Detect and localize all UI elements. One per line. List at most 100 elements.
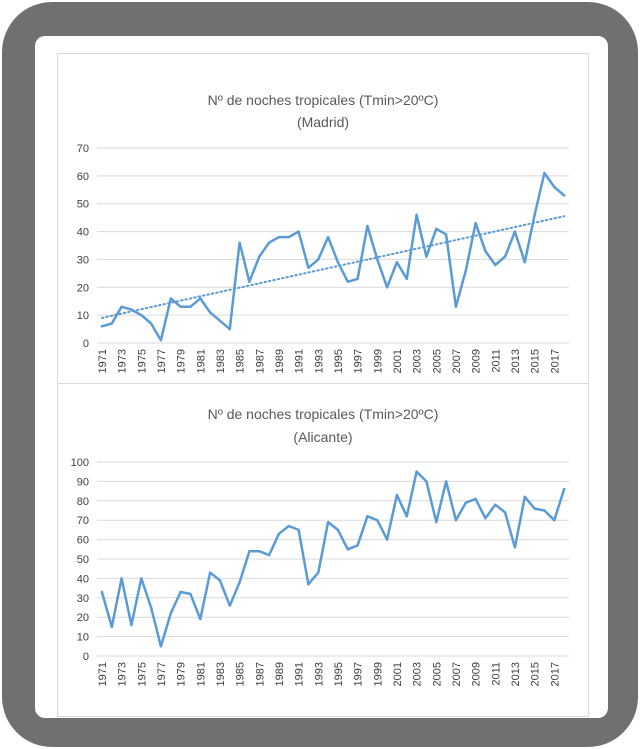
x-tick-label: 2003 [412, 662, 424, 686]
y-tick-label: 20 [77, 282, 89, 294]
data-point [484, 249, 487, 253]
data-point [435, 520, 438, 524]
x-tick-label: 1993 [313, 349, 325, 373]
chart-alicante-svg: Nº de noches tropicales (Tmin>20ºC) (Ali… [71, 406, 569, 686]
x-tick-label: 1997 [353, 662, 365, 686]
data-point [464, 269, 467, 272]
data-point [258, 255, 261, 258]
data-point [454, 519, 458, 522]
y-tick-label: 60 [77, 535, 89, 547]
data-point [494, 263, 497, 267]
data-point [366, 224, 369, 228]
data-point [533, 213, 536, 217]
data-point [444, 480, 448, 483]
data-point [474, 222, 477, 225]
x-tick-label: 1989 [274, 349, 286, 373]
data-point [130, 623, 133, 627]
data-point [494, 503, 497, 506]
data-point [159, 339, 163, 342]
data-point [218, 579, 222, 582]
data-point [376, 519, 379, 522]
x-tick-label: 2013 [510, 349, 522, 373]
x-tick-label: 1997 [353, 349, 365, 373]
data-point [543, 509, 546, 512]
x-tick-label: 1991 [294, 349, 306, 373]
data-point [110, 625, 113, 629]
data-point [149, 606, 153, 609]
data-point [317, 258, 320, 261]
data-point [513, 546, 517, 549]
data-point [159, 645, 163, 648]
x-tick-label: 1981 [195, 349, 207, 373]
x-tick-label: 1987 [254, 662, 266, 686]
data-point [464, 501, 467, 504]
data-point [346, 548, 349, 551]
data-point [267, 241, 271, 244]
data-point [454, 305, 458, 308]
y-tick-label: 70 [77, 143, 89, 155]
data-point [287, 235, 290, 239]
data-point [336, 528, 340, 532]
data-point [356, 277, 359, 281]
x-tick-label: 2007 [451, 349, 463, 373]
data-point [258, 550, 261, 553]
y-tick-label: 10 [77, 632, 89, 644]
x-tick-label: 2003 [412, 349, 424, 373]
data-point [543, 171, 546, 175]
x-tick-label: 2001 [392, 662, 404, 686]
data-point [405, 515, 408, 518]
data-point [562, 194, 566, 197]
x-tick-label: 1999 [372, 662, 384, 686]
x-tick-label: 1973 [117, 662, 129, 686]
y-tick-label: 30 [77, 593, 89, 605]
chart-subtitle: (Madrid) [297, 114, 349, 130]
y-tick-label: 50 [77, 199, 89, 211]
x-tick-label: 2017 [549, 662, 561, 686]
data-point [415, 213, 418, 217]
x-tick-label: 1983 [215, 349, 227, 373]
x-tick-label: 1989 [274, 662, 286, 686]
y-tick-label: 90 [77, 476, 89, 488]
data-point [385, 538, 389, 541]
x-tick-label: 2015 [530, 662, 542, 686]
data-point [189, 305, 192, 308]
y-tick-label: 60 [77, 171, 89, 183]
data-point [130, 308, 133, 311]
data-point [307, 583, 310, 586]
y-tick-label: 0 [83, 651, 89, 663]
data-point [208, 311, 212, 314]
x-tick-label: 1981 [195, 662, 207, 686]
series-line [100, 470, 566, 648]
data-point [435, 227, 438, 230]
data-point [307, 266, 310, 269]
x-tick-label: 1977 [156, 349, 168, 373]
x-tick-label: 1999 [372, 349, 384, 373]
data-point [326, 520, 330, 524]
data-point [199, 297, 202, 300]
data-point [238, 241, 241, 244]
data-point [228, 327, 231, 331]
y-tick-label: 40 [77, 573, 89, 585]
data-point [385, 286, 389, 289]
data-point [553, 185, 556, 189]
y-tick-label: 20 [77, 612, 89, 624]
data-point [238, 581, 241, 584]
data-point [474, 497, 477, 501]
data-point [356, 544, 359, 547]
x-tick-label: 2005 [431, 349, 443, 373]
data-point [100, 590, 104, 594]
data-point [248, 550, 251, 553]
x-tick-label: 2009 [471, 662, 483, 686]
x-tick-label: 2013 [510, 662, 522, 686]
data-point [149, 322, 153, 325]
chart-title: Nº de noches tropicales (Tmin>20ºC) [208, 92, 439, 108]
data-point [484, 517, 487, 520]
x-tick-label: 2011 [490, 662, 502, 686]
data-point [179, 590, 182, 594]
y-tick-label: 70 [77, 515, 89, 527]
data-point [140, 577, 143, 580]
data-point [562, 487, 566, 491]
x-tick-label: 1977 [156, 662, 168, 686]
x-tick-label: 1987 [254, 349, 266, 373]
